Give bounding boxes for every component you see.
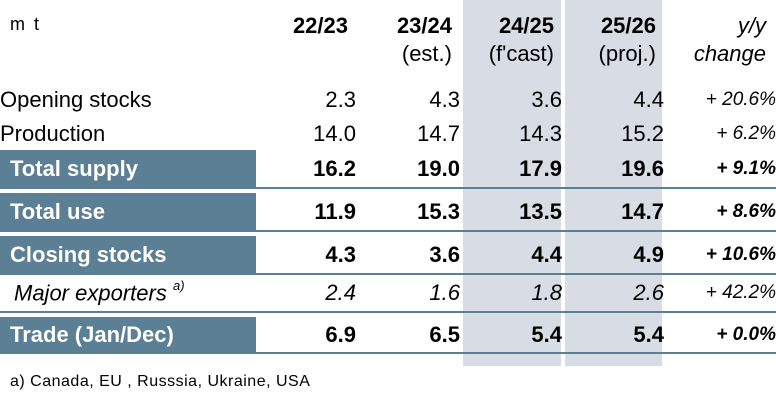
cell-value: 3.6 xyxy=(356,236,460,275)
cell-value: 2.4 xyxy=(256,274,356,313)
cell-value: 4.4 xyxy=(633,86,664,112)
row-label: Closing stocks xyxy=(0,236,256,275)
col-header-yy-change: y/y change xyxy=(693,13,766,66)
table-row-closing-stocks: Closing stocks 4.3 3.6 4.4 4.9 + 10.6% xyxy=(0,236,776,275)
cell-value: 17.9 xyxy=(460,150,562,189)
row-label: Total use xyxy=(0,193,256,232)
table-row-opening-stocks: Opening stocks 2.3 4.3 3.6 4.4 + 20.6% xyxy=(0,82,776,117)
cell-value: 14.7 xyxy=(417,120,460,146)
unit-label: m t xyxy=(10,14,41,34)
cell-value: 14.3 xyxy=(519,120,562,146)
cell-value: 2.3 xyxy=(325,86,356,112)
table-row-production: Production 14.0 14.7 14.3 15.2 + 6.2% xyxy=(0,117,776,150)
cell-value: 4.3 xyxy=(256,236,356,275)
cell-value: 5.4 xyxy=(562,317,664,354)
cell-value: 4.9 xyxy=(562,236,664,275)
cell-value: 15.2 xyxy=(621,120,664,146)
footnote: a) Canada, EU , Russsia, Ukraine, USA xyxy=(10,373,311,390)
cell-value: 1.8 xyxy=(460,274,562,313)
header-row: m t 22/23 23/24 (est.) 24/25 (f'cast) 25/2… xyxy=(0,0,776,82)
cell-value: 3.6 xyxy=(531,86,562,112)
cell-change: + 20.6% xyxy=(705,88,776,110)
row-label: Opening stocks xyxy=(0,86,152,112)
cell-change: + 9.1% xyxy=(664,150,776,189)
table-row-major-exporters: Major exporters a) 2.4 1.6 1.8 2.6 + 42.… xyxy=(0,274,776,313)
row-label: Total supply xyxy=(0,150,256,189)
footnote-mark: a) xyxy=(172,277,185,293)
cell-change: + 8.6% xyxy=(664,193,776,232)
cell-value: 16.2 xyxy=(256,150,356,189)
cell-change: + 0.0% xyxy=(664,317,776,354)
col-header-2425: 24/25 (f'cast) xyxy=(488,13,554,66)
col-header-2324: 23/24 (est.) xyxy=(396,13,452,66)
cell-value: 19.0 xyxy=(356,150,460,189)
table-row-trade: Trade (Jan/Dec) 6.9 6.5 5.4 5.4 + 0.0% xyxy=(0,317,776,354)
row-label: Major exporters a) xyxy=(0,274,256,313)
col-header-2223: 22/23 xyxy=(292,13,348,38)
cell-value: 14.7 xyxy=(562,193,664,232)
cell-value: 14.0 xyxy=(313,120,356,146)
cell-value: 4.3 xyxy=(429,86,460,112)
col-header-2526: 25/26 (proj.) xyxy=(598,13,656,66)
cell-value: 11.9 xyxy=(256,193,356,232)
cell-value: 15.3 xyxy=(356,193,460,232)
cell-change: + 6.2% xyxy=(716,122,776,144)
cell-change: + 42.2% xyxy=(664,274,776,313)
supply-demand-table: m t 22/23 23/24 (est.) 24/25 (f'cast) 25/2… xyxy=(0,0,776,354)
cell-value: 6.9 xyxy=(256,317,356,354)
cell-value: 2.6 xyxy=(562,274,664,313)
cell-value: 19.6 xyxy=(562,150,664,189)
cell-value: 13.5 xyxy=(460,193,562,232)
cell-value: 5.4 xyxy=(460,317,562,354)
table-row-total-use: Total use 11.9 15.3 13.5 14.7 + 8.6% xyxy=(0,193,776,232)
table-row-total-supply: Total supply 16.2 19.0 17.9 19.6 + 9.1% xyxy=(0,150,776,189)
cell-value: 6.5 xyxy=(356,317,460,354)
row-label: Production xyxy=(0,120,106,146)
cell-value: 4.4 xyxy=(460,236,562,275)
cell-value: 1.6 xyxy=(356,274,460,313)
cell-change: + 10.6% xyxy=(664,236,776,275)
row-label: Trade (Jan/Dec) xyxy=(0,317,256,354)
